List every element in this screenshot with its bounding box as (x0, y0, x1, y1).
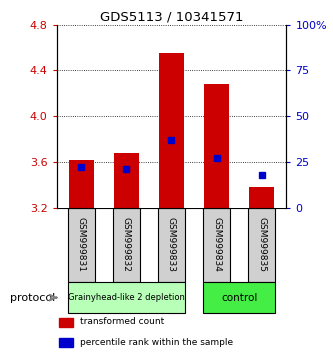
Bar (69, 160, 94, 207)
Bar (114, 153, 139, 207)
Bar (248, 207, 275, 282)
Bar (113, 207, 140, 282)
Bar (203, 282, 275, 313)
Bar (59, 338, 73, 348)
Title: GDS5113 / 10341571: GDS5113 / 10341571 (100, 11, 243, 24)
Text: GSM999834: GSM999834 (212, 217, 221, 272)
Bar (249, 187, 274, 207)
Bar (159, 53, 184, 207)
Bar (68, 282, 185, 313)
Bar (158, 207, 185, 282)
Text: GSM999832: GSM999832 (122, 217, 131, 272)
Text: Grainyhead-like 2 depletion: Grainyhead-like 2 depletion (68, 293, 185, 302)
Text: protocol: protocol (10, 293, 55, 303)
Text: transformed count: transformed count (80, 318, 164, 326)
Bar (204, 84, 229, 207)
Bar (203, 207, 230, 282)
Bar (68, 207, 95, 282)
Bar (59, 318, 73, 327)
Text: GSM999835: GSM999835 (257, 217, 266, 272)
Text: GSM999833: GSM999833 (167, 217, 176, 272)
Text: control: control (221, 293, 257, 303)
Text: percentile rank within the sample: percentile rank within the sample (80, 338, 233, 347)
Text: GSM999831: GSM999831 (77, 217, 86, 272)
